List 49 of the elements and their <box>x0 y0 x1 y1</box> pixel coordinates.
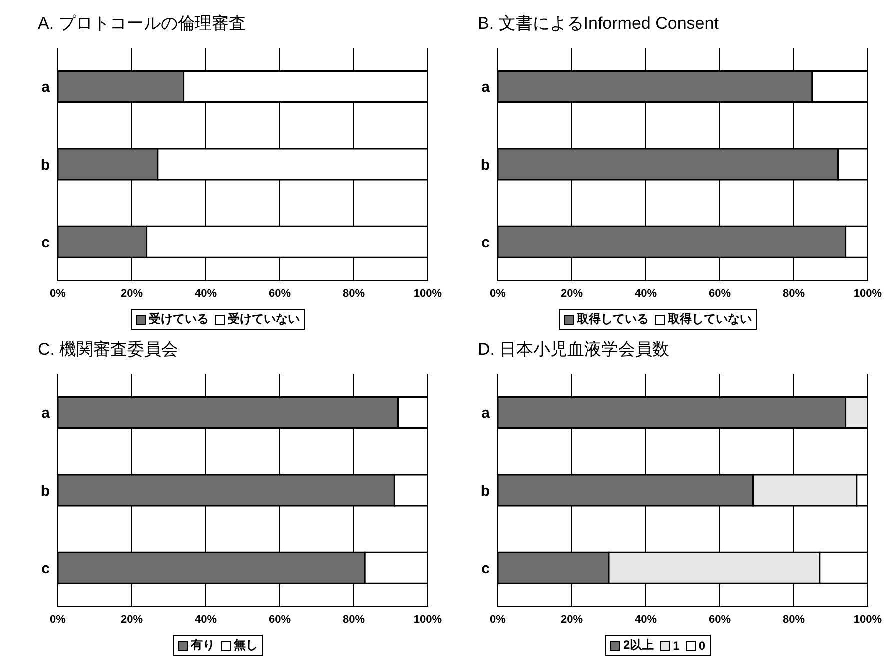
x-tick-label: 0% <box>490 614 506 626</box>
chart-title: C. 機関審査委員会 <box>37 339 180 361</box>
legend-label: 0 <box>698 638 706 652</box>
x-tick-label: 40% <box>194 614 218 626</box>
y-tick-label: a <box>42 79 51 96</box>
legend-label: 2以上 <box>623 637 654 654</box>
x-tick-label: 100% <box>414 614 442 626</box>
x-tick-label: 40% <box>194 288 218 300</box>
y-tick-label: c <box>42 234 50 252</box>
legend-label: 1 <box>673 638 680 652</box>
x-tick-label: 40% <box>634 614 658 626</box>
x-tick-label: 100% <box>854 288 882 300</box>
x-tick-label: 20% <box>120 614 144 626</box>
y-tick-label: c <box>42 560 50 578</box>
x-tick-label: 0% <box>490 288 506 300</box>
legend-label: 受けていない <box>228 311 300 328</box>
x-tick-label: 60% <box>708 614 732 626</box>
x-tick-label: 20% <box>120 288 144 300</box>
y-tick-label: b <box>480 482 490 500</box>
x-tick-label: 80% <box>782 614 806 626</box>
chart-title: D. 日本小児血液学会員数 <box>477 339 671 361</box>
legend-label: 無し <box>234 637 258 654</box>
x-tick-label: 0% <box>50 614 66 626</box>
chart-title: B. 文書によるInformed Consent <box>477 13 720 35</box>
legend-label: 受けている <box>149 311 209 328</box>
y-tick-label: b <box>40 156 50 174</box>
x-tick-label: 20% <box>560 614 584 626</box>
x-tick-label: 80% <box>342 288 366 300</box>
y-tick-label: a <box>482 79 491 96</box>
x-tick-label: 20% <box>560 288 584 300</box>
legend-label: 有り <box>191 637 215 654</box>
y-tick-label: c <box>482 234 490 252</box>
chart-title: A. プロトコールの倫理審査 <box>37 13 247 35</box>
x-tick-label: 100% <box>414 288 442 300</box>
x-tick-label: 100% <box>854 614 882 626</box>
y-tick-label: b <box>40 482 50 500</box>
legend-label: 取得していない <box>668 311 752 328</box>
y-tick-label: b <box>480 156 490 174</box>
x-tick-label: 60% <box>268 288 292 300</box>
y-tick-label: a <box>42 405 51 422</box>
y-tick-label: a <box>482 405 491 422</box>
x-tick-label: 60% <box>708 288 732 300</box>
x-tick-label: 80% <box>342 614 366 626</box>
y-tick-label: c <box>482 560 490 578</box>
x-tick-label: 0% <box>50 288 66 300</box>
x-tick-label: 40% <box>634 288 658 300</box>
legend-label: 取得している <box>577 311 649 328</box>
x-tick-label: 60% <box>268 614 292 626</box>
x-tick-label: 80% <box>782 288 806 300</box>
